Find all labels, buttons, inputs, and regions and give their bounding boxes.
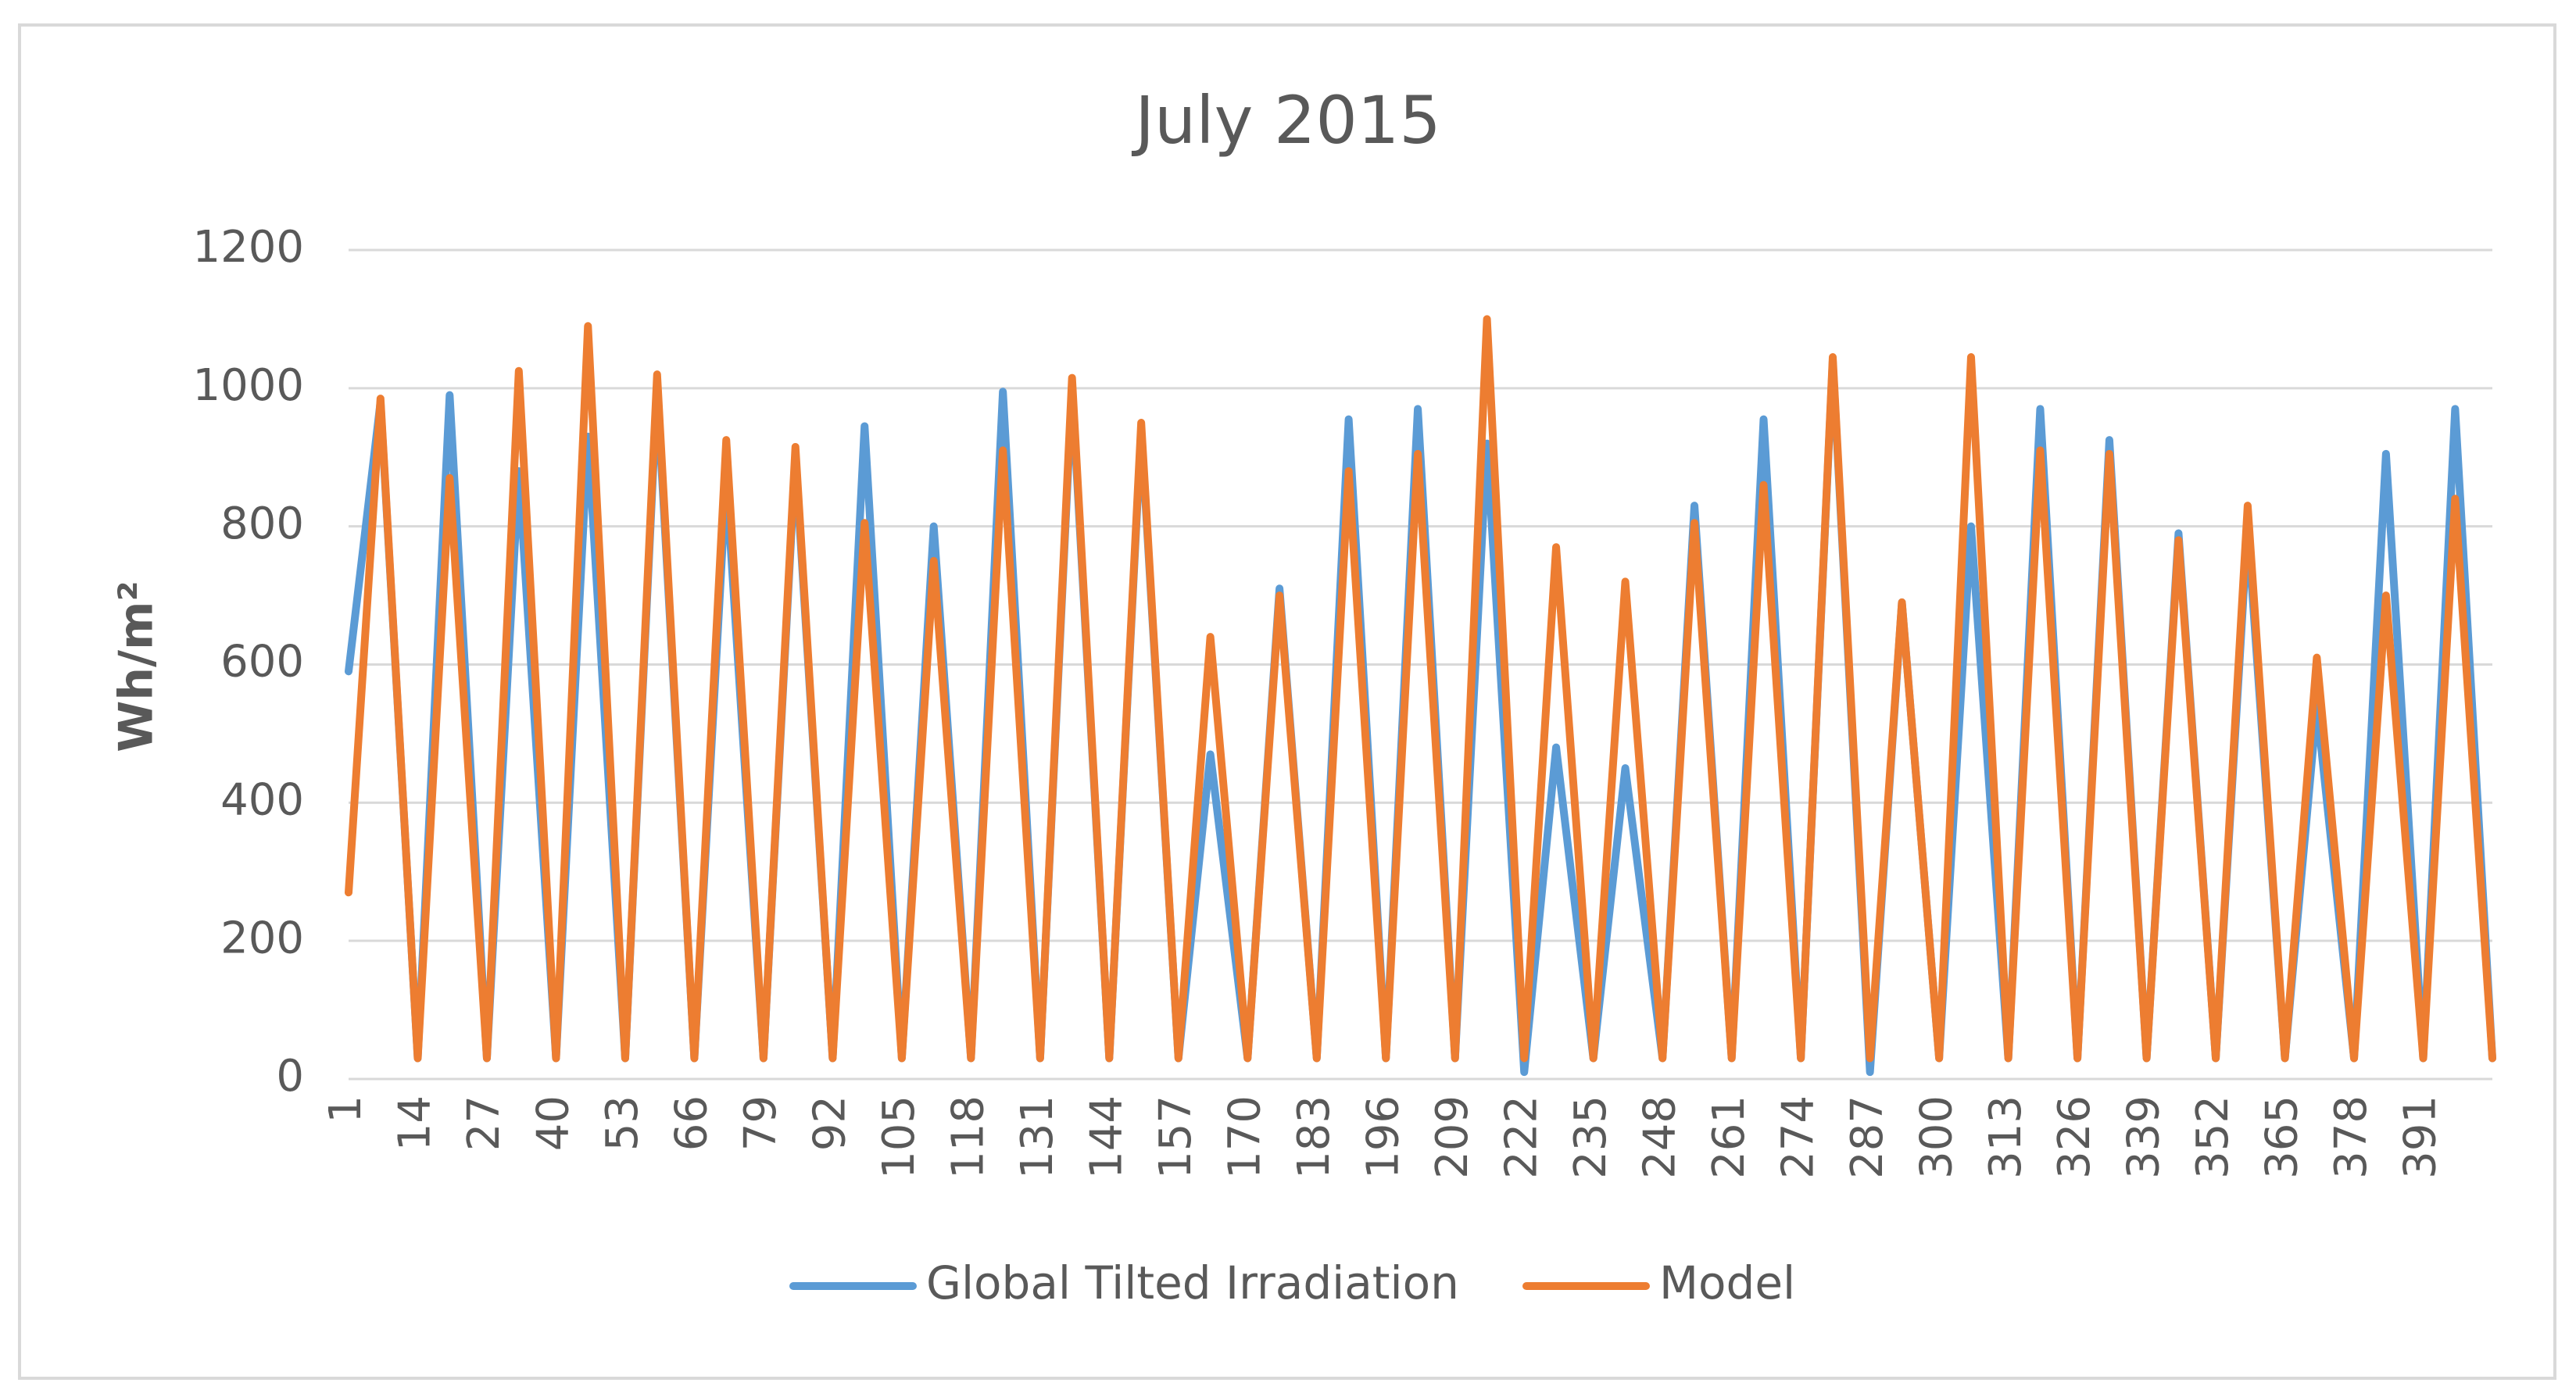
legend-label: Global Tilted Irradiation: [926, 1256, 1459, 1309]
x-tick-label: 92: [805, 1095, 856, 1151]
x-tick-label: 105: [874, 1095, 925, 1179]
x-tick-label: 391: [2395, 1095, 2446, 1179]
x-tick-label: 326: [2049, 1095, 2100, 1179]
chart-title: July 2015: [1131, 82, 1441, 159]
x-tick-label: 248: [1634, 1095, 1685, 1179]
y-tick-label: 1200: [192, 222, 304, 273]
y-tick-label: 400: [220, 774, 304, 825]
x-tick-label: 261: [1704, 1095, 1755, 1179]
x-tick-label: 66: [667, 1095, 717, 1151]
x-tick-label: 170: [1219, 1095, 1270, 1179]
y-tick-label: 200: [220, 913, 304, 963]
x-tick-label: 352: [2188, 1095, 2238, 1179]
y-tick-label: 800: [220, 498, 304, 549]
x-tick-label: 196: [1358, 1095, 1408, 1179]
x-tick-label: 157: [1150, 1095, 1201, 1179]
x-tick-label: 183: [1289, 1095, 1340, 1179]
x-tick-label: 274: [1773, 1095, 1823, 1179]
x-tick-label: 378: [2326, 1095, 2377, 1179]
x-tick-label: 365: [2257, 1095, 2308, 1179]
x-tick-label: 118: [943, 1095, 993, 1179]
x-tick-label: 235: [1565, 1095, 1616, 1179]
x-tick-label: 144: [1081, 1095, 1132, 1179]
series-line: [345, 315, 2496, 1063]
x-tick-label: 53: [597, 1095, 648, 1151]
x-tick-label: 79: [735, 1095, 786, 1151]
y-tick-label: 1000: [192, 360, 304, 411]
x-tick-label: 300: [1911, 1095, 1962, 1179]
x-tick-label: 287: [1842, 1095, 1893, 1179]
legend-label: Model: [1659, 1256, 1795, 1309]
x-tick-label: 40: [528, 1095, 579, 1151]
y-axis-title: Wh/m²: [109, 581, 164, 752]
x-tick-label: 1: [320, 1095, 371, 1124]
x-tick-label: 222: [1496, 1095, 1547, 1179]
y-tick-label: 600: [220, 637, 304, 688]
x-tick-label: 27: [459, 1095, 510, 1151]
x-tick-label: 131: [1012, 1095, 1063, 1179]
y-tick-label: 0: [276, 1051, 304, 1102]
x-tick-label: 313: [1980, 1095, 2031, 1179]
x-tick-label: 209: [1427, 1095, 1478, 1179]
x-tick-label: 14: [390, 1095, 441, 1151]
x-tick-label: 339: [2119, 1095, 2170, 1179]
